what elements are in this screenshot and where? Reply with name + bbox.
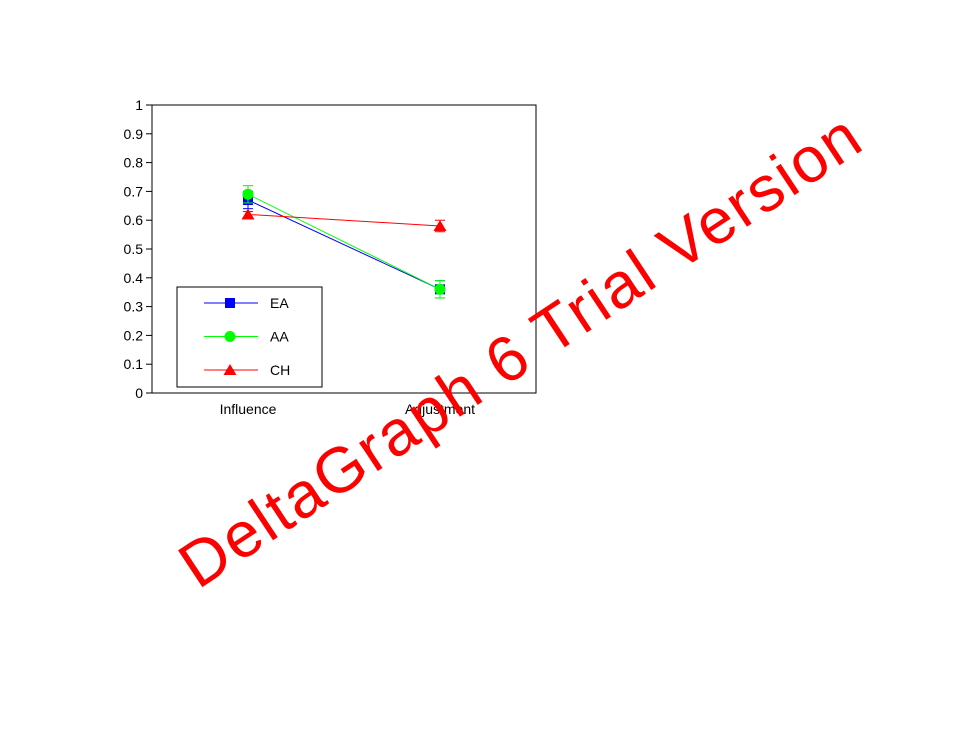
data-point: [241, 208, 255, 220]
legend-label: CH: [270, 362, 290, 378]
data-point: [433, 219, 447, 231]
y-tick-label: 0.3: [124, 299, 144, 315]
y-tick-label: 0: [135, 385, 143, 401]
y-tick-label: 0.9: [124, 126, 144, 142]
legend-marker: [223, 364, 237, 375]
y-tick-label: 0.6: [124, 212, 144, 228]
data-point: [242, 188, 254, 200]
series-line: [247, 199, 441, 290]
legend-marker: [224, 331, 236, 342]
series-layer: [241, 185, 447, 299]
y-axis: 0 0.1 0.2 0.3 0.4 0.5 0.6 0.7 0.8 0.9 1: [124, 97, 152, 401]
y-tick-label: 1: [135, 97, 143, 113]
series-ch: [241, 208, 447, 233]
legend-item-ch: CH: [204, 362, 290, 378]
x-tick-label: Adjustment: [405, 401, 475, 417]
legend-item-ea: EA: [204, 295, 289, 311]
y-tick-label: 0.8: [124, 155, 144, 171]
legend: EA AA CH: [176, 286, 323, 388]
legend-marker: [225, 298, 235, 308]
data-point: [434, 283, 446, 295]
legend-item-aa: AA: [204, 329, 289, 345]
y-tick-label: 0.2: [124, 327, 144, 343]
legend-label: EA: [270, 295, 289, 311]
x-axis: Influence Adjustment: [220, 401, 476, 417]
y-tick-label: 0.5: [124, 241, 144, 257]
x-tick-label: Influence: [220, 401, 277, 417]
y-tick-label: 0.7: [124, 183, 144, 199]
legend-label: AA: [270, 329, 289, 345]
y-tick-label: 0.1: [124, 356, 144, 372]
series-line: [247, 213, 441, 227]
series-line: [247, 193, 441, 290]
y-tick-label: 0.4: [124, 270, 144, 286]
series-aa: [242, 185, 446, 299]
